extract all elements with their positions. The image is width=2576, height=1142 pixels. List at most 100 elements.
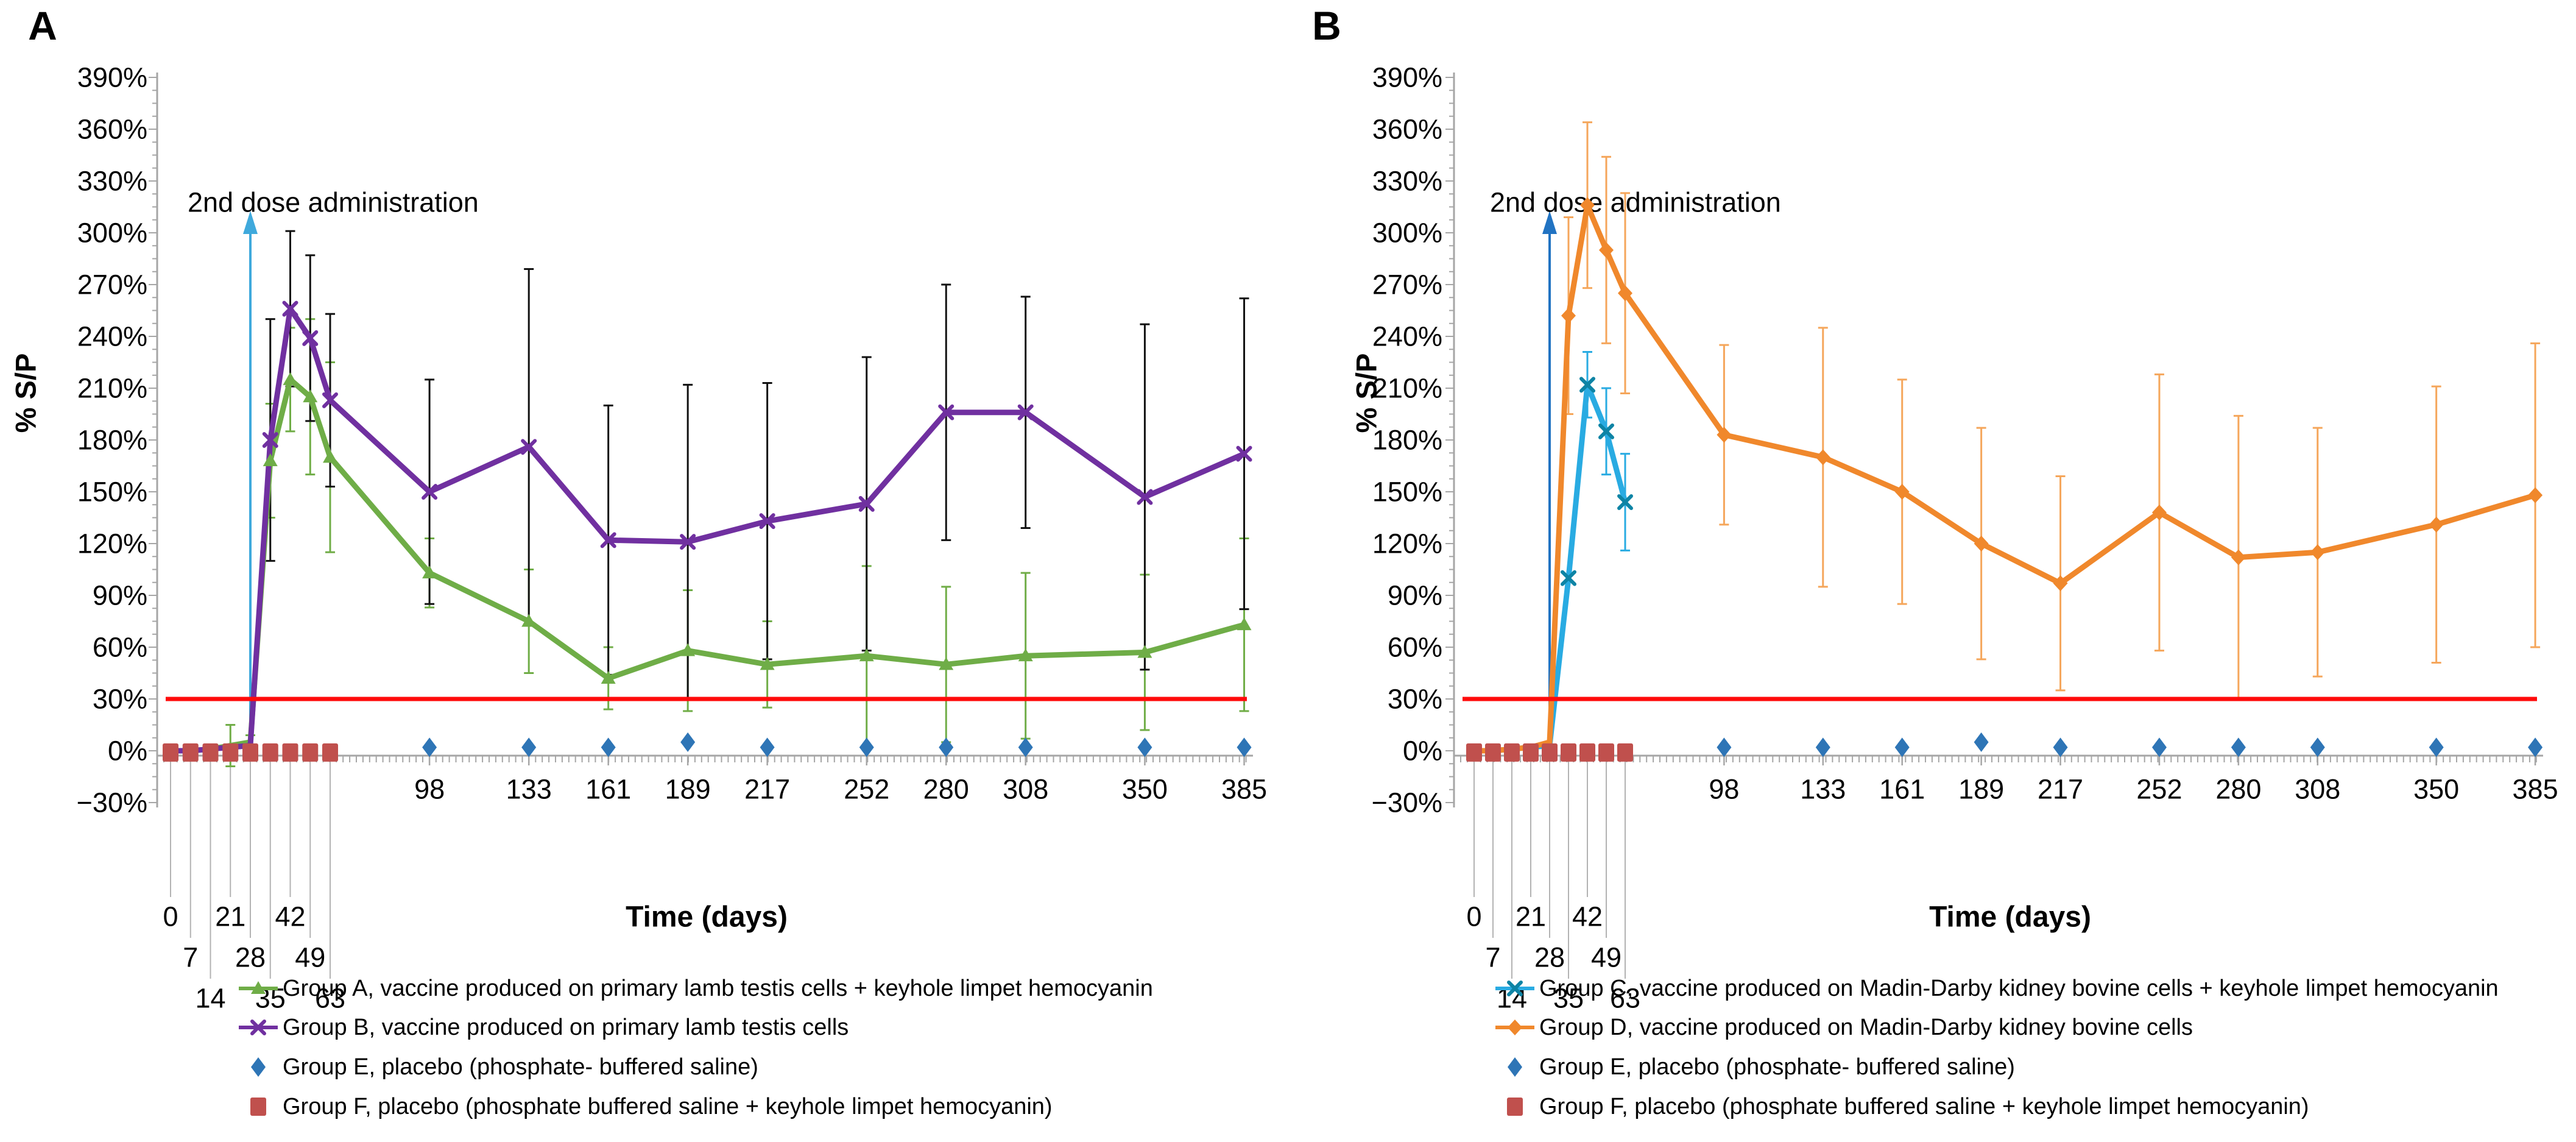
diamond-marker (1815, 449, 1830, 466)
y-tick-label: 0% (108, 736, 147, 767)
x-marker (1507, 981, 1523, 996)
y-tick-label: 0% (1403, 736, 1442, 767)
diamond-marker (1974, 536, 1989, 552)
x-axis-title: Time (days) (1929, 901, 2091, 934)
x-marker (1561, 570, 1576, 586)
panel-label: A (28, 3, 57, 48)
x-marker (759, 513, 775, 530)
x-tick-label-staggered: 21 (215, 901, 245, 932)
placebo-diamond-marker (1717, 737, 1732, 757)
legend-item-3: Group E, placebo (phosphate- buffered sa… (1508, 1054, 2015, 1080)
triangle-marker (251, 981, 266, 994)
legend-item-2: Group B, vaccine produced on primary lam… (239, 1015, 849, 1040)
placebo-diamond-marker (1018, 737, 1033, 757)
y-tick-label: 90% (1388, 580, 1442, 611)
series-line-2 (1471, 202, 2538, 754)
x-tick-label-staggered: 28 (235, 942, 266, 973)
y-tick-label: 360% (1372, 114, 1442, 145)
series-line-1 (168, 377, 1247, 754)
placebo-square-marker (250, 1098, 266, 1116)
x-tick-label: 308 (2295, 774, 2340, 805)
x-tick-label: 308 (1003, 774, 1048, 805)
y-tick-label: 240% (1372, 321, 1442, 352)
panel-a: A % S/P Time (days) −30% 0% 30% 60% 90% 120% 150%… (10, 3, 1268, 1119)
series-markers-1 (263, 372, 1252, 684)
diamond-marker (2053, 575, 2068, 592)
x-marker (521, 439, 537, 455)
panel-b: B % S/P Time (days) −30% 0% 30% 60% 90% 120% 150%… (1312, 3, 2558, 1119)
y-tick-label: 90% (93, 580, 147, 611)
y-tick-label: 150% (1372, 477, 1442, 508)
y-tick-label: 180% (1372, 425, 1442, 456)
placebo-square-marker (1523, 743, 1539, 762)
x-tick-label-staggered: 49 (1591, 942, 1621, 973)
series-markers-3 (422, 732, 1252, 757)
triangle-marker (521, 614, 537, 627)
y-tick-label: 180% (77, 425, 147, 456)
x-tick-label: 133 (506, 774, 552, 805)
placebo-square-marker (1507, 1098, 1523, 1116)
legend-label: Group E, placebo (phosphate- buffered sa… (283, 1054, 758, 1080)
placebo-diamond-marker (1137, 737, 1152, 757)
y-tick-label: 120% (77, 528, 147, 559)
x-marker (1579, 377, 1595, 393)
placebo-square-marker (1579, 743, 1595, 762)
placebo-diamond-marker (2151, 737, 2167, 757)
x-marker (422, 484, 438, 500)
diamond-marker (1618, 285, 1632, 302)
x-tick-label-staggered: 7 (183, 942, 198, 973)
placebo-square-marker (242, 743, 258, 762)
triangle-marker (303, 389, 318, 403)
legend-label: Group F, placebo (phosphate buffered sal… (1539, 1094, 2309, 1119)
series-markers-2 (262, 300, 1252, 550)
x-tick-label: 217 (744, 774, 790, 805)
placebo-square-marker (1466, 743, 1482, 762)
x-marker (262, 432, 278, 449)
placebo-diamond-marker (1237, 737, 1252, 757)
x-tick-label-staggered: 63 (1610, 983, 1640, 1014)
y-tick-label: 210% (1372, 373, 1442, 404)
diamond-marker (1508, 1020, 1522, 1035)
y-tick-label: 30% (93, 684, 147, 715)
legend-item-1: Group C, vaccine produced on Madin-Darby… (1495, 976, 2499, 1001)
x-tick-label: 280 (923, 774, 969, 805)
legend-item-4: Group F, placebo (phosphate buffered sal… (1507, 1094, 2309, 1119)
legend-label: Group B, vaccine produced on primary lam… (283, 1015, 849, 1040)
triangle-marker (1137, 645, 1152, 658)
placebo-diamond-marker (1815, 737, 1830, 757)
placebo-square-marker (1542, 743, 1558, 762)
y-axis-title: % S/P (1350, 353, 1383, 433)
placebo-square-marker (302, 743, 319, 762)
legend-item-3: Group E, placebo (phosphate- buffered sa… (251, 1054, 758, 1080)
triangle-marker (760, 657, 775, 670)
second-dose-arrowhead (1542, 211, 1557, 234)
x-tick-label: 133 (1800, 774, 1846, 805)
diamond-marker (1599, 242, 1614, 258)
diamond-marker (2231, 549, 2246, 566)
x-tick-label: 98 (1709, 774, 1739, 805)
x-tick-label: 161 (585, 774, 631, 805)
second-dose-annotation: 2nd dose administration (188, 187, 479, 218)
x-tick-label-staggered: 42 (275, 901, 305, 932)
legend-label: Group C, vaccine produced on Madin-Darby… (1539, 976, 2499, 1001)
placebo-diamond-marker (422, 737, 437, 757)
placebo-diamond-marker (521, 737, 537, 757)
diamond-marker (2151, 505, 2167, 521)
x-tick-label: 252 (844, 774, 889, 805)
x-marker (250, 1020, 266, 1035)
placebo-diamond-marker (939, 737, 954, 757)
placebo-diamond-marker (2231, 737, 2246, 757)
y-tick-label: 30% (1388, 684, 1442, 715)
y-tick-label: 120% (1372, 528, 1442, 559)
x-tick-label-staggered: 21 (1516, 901, 1546, 932)
x-marker (938, 404, 955, 420)
placebo-diamond-marker (251, 1057, 266, 1077)
legend-label: Group D, vaccine produced on Madin-Darby… (1539, 1015, 2193, 1040)
y-tick-label: 150% (77, 477, 147, 508)
placebo-diamond-marker (2053, 737, 2068, 757)
placebo-square-marker (182, 743, 199, 762)
x-marker (1617, 494, 1633, 511)
x-tick-label-staggered: 0 (163, 901, 178, 932)
placebo-square-marker (1485, 743, 1501, 762)
placebo-square-marker (1617, 743, 1633, 762)
